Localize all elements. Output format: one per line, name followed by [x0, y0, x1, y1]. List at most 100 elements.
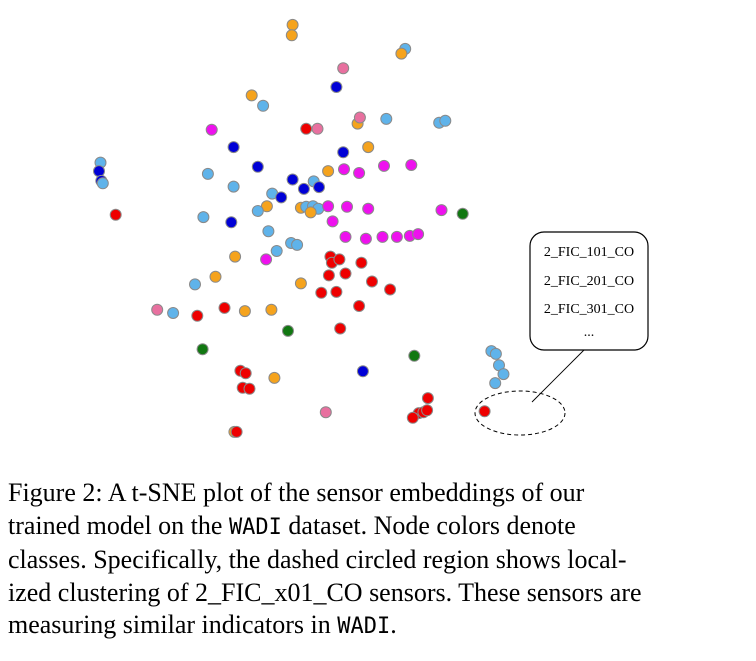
scatter-point-green-61: [456, 207, 469, 220]
scatter-point-lightblue-22: [96, 177, 109, 190]
scatter-point-red-67: [333, 253, 346, 266]
caption-line-4: ized clustering of 2_FIC_x01_CO sensors.…: [8, 577, 642, 607]
scatter-point-lightblue-73: [189, 278, 201, 291]
scatter-point-red-80: [191, 309, 204, 322]
scatter-point-lightblue-23: [201, 167, 214, 180]
scatter-point-blue-24: [251, 160, 264, 173]
scatter-point-pink-15: [311, 122, 324, 135]
scatter-point-magenta-55: [359, 232, 372, 245]
scatter-point-magenta-45: [341, 200, 353, 213]
scatter-point-red-81: [218, 301, 231, 314]
scatter-point-red-95: [230, 425, 243, 438]
callout-leader-line: [531, 349, 585, 403]
scatter-point-red-102: [406, 411, 419, 424]
scatter-point-orange-43: [304, 206, 317, 219]
scatter-point-blue-50: [225, 216, 238, 229]
scatter-point-lightblue-62: [270, 245, 283, 257]
scatter-point-blue-16: [227, 141, 240, 154]
scatter-point-magenta-32: [378, 159, 390, 172]
callout-label-2: 2_FIC_201_CO: [544, 274, 634, 289]
scatter-point-magenta-47: [326, 215, 339, 228]
scatter-point-red-86: [334, 322, 347, 335]
scatter-point-orange-83: [265, 303, 278, 316]
scatter-point-blue-5: [330, 81, 343, 93]
scatter-point-red-77: [384, 283, 397, 296]
scatter-point-magenta-44: [322, 200, 335, 213]
scatter-svg: 2_FIC_101_CO 2_FIC_201_CO 2_FIC_301_CO .…: [93, 18, 649, 438]
scatter-point-orange-3: [395, 47, 408, 60]
caption-line-5: measuring similar indicators in: [8, 610, 338, 639]
scatter-point-orange-18: [362, 141, 375, 154]
caption-line-2a: trained model on the: [8, 510, 229, 540]
scatter-point-orange-92: [268, 371, 281, 384]
scatter-point-magenta-30: [338, 163, 350, 176]
callout-label-1: 2_FIC_101_CO: [544, 245, 634, 260]
scatter-point-red-103: [478, 405, 491, 418]
caption-line-2b: dataset. Node colors denote: [281, 510, 576, 540]
scatter-point-blue-17: [337, 146, 350, 159]
scatter-point-orange-82: [238, 305, 251, 318]
scatter-point-pink-9: [353, 111, 366, 124]
scatter-point-magenta-46: [362, 202, 375, 215]
dashed-cluster-ellipse: [474, 390, 566, 436]
scatter-point-blue-36: [275, 191, 288, 204]
scatter-point-red-68: [355, 256, 368, 269]
scatter-point-magenta-60: [435, 204, 448, 217]
scatter-point-red-48: [109, 208, 122, 221]
scatter-point-orange-0: [286, 18, 299, 31]
scatter-point-magenta-57: [390, 230, 403, 243]
scatter-point-lightblue-38: [251, 205, 264, 217]
scatter-point-lightblue-51: [262, 225, 275, 238]
scatter-point-orange-1: [285, 29, 298, 42]
scatter-point-orange-6: [245, 89, 258, 102]
callout-box: [529, 231, 649, 351]
scatter-point-red-98: [421, 392, 434, 405]
scatter-point-blue-28: [313, 181, 325, 194]
caption-line-1: A t-SNE plot of the sensor embeddings of…: [107, 478, 585, 507]
scatter-point-lightblue-79: [167, 307, 180, 319]
scatter-point-pink-78: [151, 303, 164, 316]
scatter-point-magenta-63: [260, 253, 273, 266]
scatter-point-magenta-59: [412, 228, 425, 241]
scatter-point-blue-20: [93, 165, 105, 178]
caption-period: .: [390, 610, 397, 639]
scatter-point-magenta-54: [339, 230, 352, 243]
scatter-point-lightblue-108: [489, 377, 502, 390]
scatter-point-red-71: [366, 275, 378, 288]
scatter-point-pink-96: [319, 406, 332, 419]
scatter-point-red-75: [315, 286, 328, 299]
scatter-point-orange-72: [209, 270, 222, 283]
caption-line-3: classes. Specifically, the dashed circle…: [8, 545, 627, 574]
scatter-point-lightblue-10: [380, 112, 393, 125]
callout-label-ellipsis: ...: [584, 325, 595, 340]
scatter-point-magenta-31: [353, 167, 366, 179]
scatter-point-lightblue-34: [227, 180, 240, 193]
scatter-point-lightblue-53: [291, 238, 304, 251]
scatter-point-blue-93: [356, 365, 369, 378]
caption-dataset-name: WADI: [228, 514, 282, 540]
scatter-point-green-97: [408, 349, 421, 362]
points-layer: [93, 18, 510, 438]
scatter-point-red-76: [330, 285, 343, 298]
scatter-point-lightblue-107: [497, 368, 510, 381]
scatter-point-green-85: [282, 324, 294, 337]
scatter-point-orange-64: [229, 250, 242, 263]
scatter-point-lightblue-12: [439, 114, 452, 127]
scatter-point-lightblue-105: [489, 347, 502, 360]
scatter-point-red-84: [353, 300, 366, 312]
figure-caption: Figure 2: A t-SNE plot of the sensor emb…: [8, 477, 748, 644]
tsne-scatter-plot: 2_FIC_101_CO 2_FIC_201_CO 2_FIC_301_CO .…: [93, 18, 649, 438]
scatter-point-blue-26: [297, 182, 310, 195]
scatter-point-magenta-33: [405, 159, 418, 171]
scatter-point-blue-25: [286, 173, 299, 186]
scatter-point-orange-29: [322, 165, 335, 178]
caption-dataset-name-2: WADI: [337, 614, 391, 639]
caption-label: Figure 2:: [8, 478, 103, 507]
scatter-point-red-14: [300, 122, 313, 135]
scatter-point-red-69: [322, 269, 335, 282]
scatter-point-red-91: [243, 382, 256, 395]
scatter-point-orange-74: [294, 277, 307, 290]
scatter-point-green-87: [196, 343, 209, 356]
scatter-point-lightblue-49: [197, 211, 210, 224]
scatter-point-red-89: [239, 367, 252, 380]
